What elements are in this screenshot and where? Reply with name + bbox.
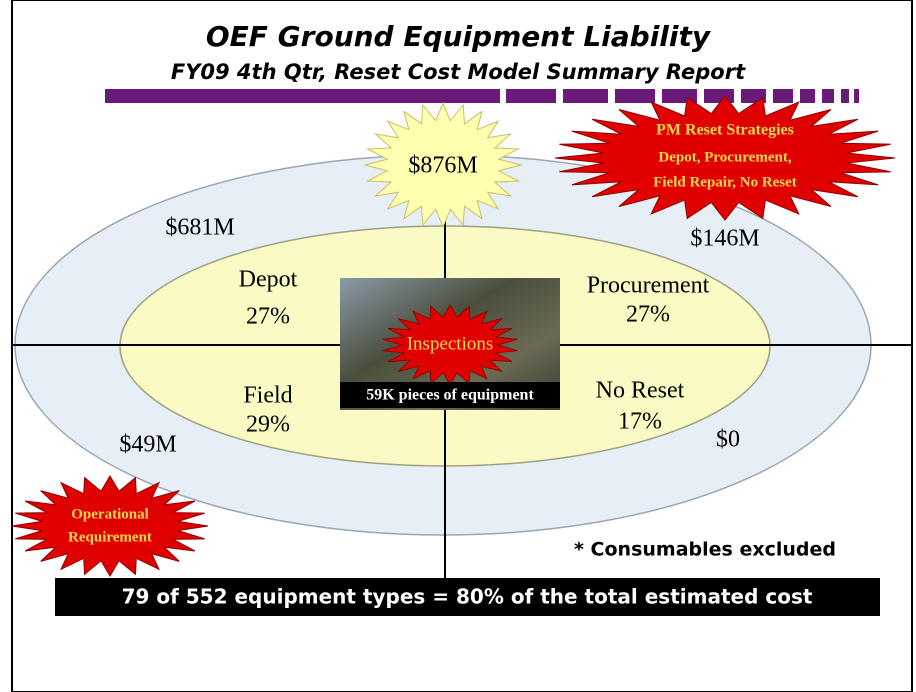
quadrant-name: Depot <box>239 267 298 293</box>
quadrant-name: Procurement <box>587 273 710 299</box>
burst-line: Field Repair, No Reset <box>653 174 797 190</box>
quadrant-name: No Reset <box>596 378 685 404</box>
burst-line: PM Reset Strategies <box>656 122 794 139</box>
cost: $0 <box>716 427 740 453</box>
cost: $49M <box>119 432 176 458</box>
subtitle: FY09 4th Qtr, Reset Cost Model Summary R… <box>171 60 746 84</box>
title: OEF Ground Equipment Liability <box>206 20 712 53</box>
cost: $681M <box>165 215 234 241</box>
starburst <box>12 476 208 576</box>
total-cost: $876M <box>408 153 477 179</box>
center-label: Inspections <box>407 333 494 354</box>
title-rule <box>105 89 859 103</box>
quadrant-share: 17% <box>618 409 662 435</box>
center-caption: 59K pieces of equipment <box>366 387 534 404</box>
burst-line: Depot, Procurement, <box>658 149 791 165</box>
burst-line: Operational <box>71 506 149 522</box>
note: * Consumables excluded <box>574 539 836 561</box>
burst-line: Requirement <box>68 529 152 545</box>
footer-text: 79 of 552 equipment types = 80% of the t… <box>122 585 813 609</box>
quadrant-share: 29% <box>246 412 290 438</box>
quadrant-share: 27% <box>626 302 670 328</box>
slide: OEF Ground Equipment Liability FY09 4th … <box>0 0 916 692</box>
quadrant-name: Field <box>243 383 292 409</box>
cost: $146M <box>690 226 759 252</box>
quadrant-share: 27% <box>246 304 290 330</box>
